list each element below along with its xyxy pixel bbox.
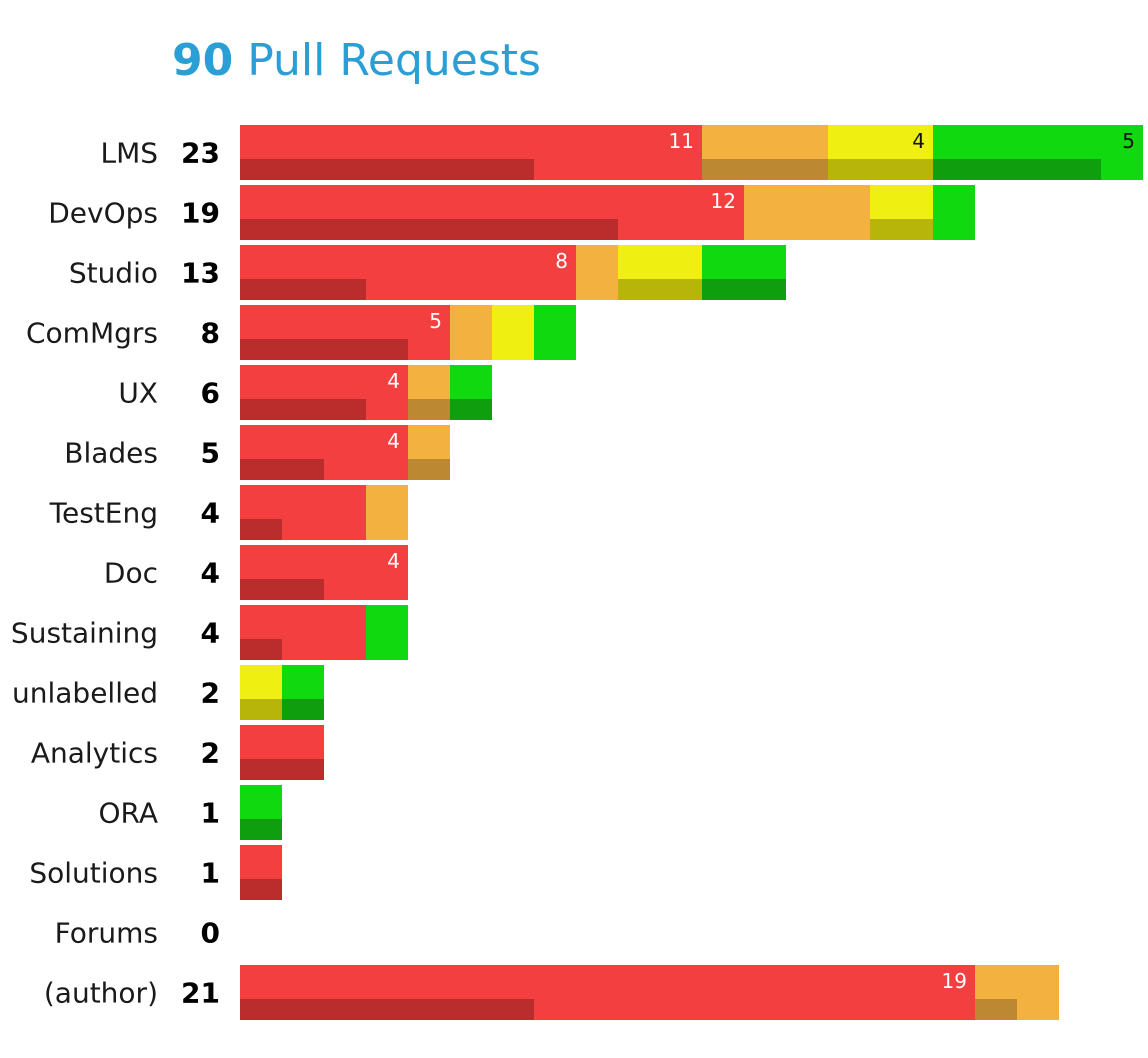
bar-inner-red xyxy=(240,519,282,540)
title-count: 90 xyxy=(172,35,234,86)
team-label: Analytics xyxy=(31,737,158,770)
chart-title: 90 Pull Requests xyxy=(172,30,541,92)
bar-row-author: (author) 21 19 xyxy=(44,965,1059,1020)
bar-inner-orange xyxy=(408,459,450,480)
total-label: 2 xyxy=(201,677,220,710)
bar-row-studio: Studio 13 8 xyxy=(69,245,786,300)
bar-row-sustaining: Sustaining 4 xyxy=(11,605,408,660)
bar-segment-green xyxy=(534,305,576,360)
bar-inner-green xyxy=(450,399,492,420)
bar-inner-red xyxy=(240,399,366,420)
bar-row-devops: DevOps 19 12 xyxy=(48,185,975,240)
team-label: unlabelled xyxy=(12,677,158,710)
team-label: DevOps xyxy=(48,197,158,230)
total-label: 2 xyxy=(201,737,220,770)
segment-value-label: 4 xyxy=(912,129,925,153)
segment-value-label: 5 xyxy=(1122,129,1135,153)
bar-inner-orange xyxy=(702,159,828,180)
bar-inner-red xyxy=(240,879,282,900)
total-label: 0 xyxy=(201,917,220,950)
bar-inner-green xyxy=(702,279,786,300)
team-label: LMS xyxy=(100,137,158,170)
segment-value-label: 4 xyxy=(387,549,400,573)
team-label: Studio xyxy=(69,257,158,290)
total-label: 19 xyxy=(181,197,220,230)
bar-segment-orange xyxy=(576,245,618,300)
total-label: 4 xyxy=(201,617,220,650)
bar-segment-orange xyxy=(744,185,870,240)
bar-row-solutions: Solutions 1 xyxy=(29,845,282,900)
bar-inner-green xyxy=(282,699,324,720)
bar-row-ora: ORA 1 xyxy=(98,785,282,840)
bar-segment-orange xyxy=(366,485,408,540)
segment-value-label: 5 xyxy=(429,309,442,333)
total-label: 13 xyxy=(181,257,220,290)
team-label: Sustaining xyxy=(11,617,158,650)
team-label: UX xyxy=(118,377,158,410)
total-label: 8 xyxy=(201,317,220,350)
bar-row-blades: Blades 5 4 xyxy=(64,425,450,480)
bar-inner-red xyxy=(240,219,618,240)
team-label: ORA xyxy=(98,797,158,830)
bar-inner-red xyxy=(240,339,408,360)
bar-inner-yellow xyxy=(828,159,933,180)
segment-value-label: 8 xyxy=(555,249,568,273)
total-label: 1 xyxy=(201,857,220,890)
bar-inner-red xyxy=(240,759,324,780)
total-label: 23 xyxy=(181,137,220,170)
title-text: Pull Requests xyxy=(247,35,541,86)
bar-segment-green xyxy=(366,605,408,660)
segment-value-label: 12 xyxy=(711,189,736,213)
bar-row-ux: UX 6 4 xyxy=(118,365,492,420)
total-label: 4 xyxy=(201,557,220,590)
team-label: TestEng xyxy=(49,497,158,530)
total-label: 6 xyxy=(201,377,220,410)
segment-value-label: 4 xyxy=(387,429,400,453)
bar-inner-green xyxy=(933,159,1101,180)
bar-row-lms: LMS 23 11 4 5 xyxy=(100,125,1143,180)
bar-inner-red xyxy=(240,459,324,480)
bar-inner-yellow xyxy=(240,699,282,720)
bar-inner-red xyxy=(240,159,534,180)
team-label: Solutions xyxy=(29,857,158,890)
bar-inner-yellow xyxy=(870,219,933,240)
bar-segment-yellow xyxy=(492,305,534,360)
segment-value-label: 11 xyxy=(669,129,694,153)
bar-inner-red xyxy=(240,279,366,300)
bar-inner-red xyxy=(240,579,324,600)
team-label: Forums xyxy=(55,917,158,950)
bar-row-analytics: Analytics 2 xyxy=(31,725,324,780)
segment-value-label: 19 xyxy=(942,969,967,993)
segment-value-label: 4 xyxy=(387,369,400,393)
bar-inner-yellow xyxy=(618,279,702,300)
team-label: Blades xyxy=(64,437,158,470)
bar-row-forums: Forums 0 xyxy=(55,917,220,950)
bar-inner-red xyxy=(240,639,282,660)
bar-inner-red xyxy=(240,999,534,1020)
total-label: 21 xyxy=(181,977,220,1010)
team-label: ComMgrs xyxy=(26,317,158,350)
bar-row-commgrs: ComMgrs 8 5 xyxy=(26,305,576,360)
total-label: 1 xyxy=(201,797,220,830)
bar-row-testeng: TestEng 4 xyxy=(49,485,408,540)
bar-segment-orange xyxy=(450,305,492,360)
bar-row-doc: Doc 4 4 xyxy=(104,545,408,600)
team-label: Doc xyxy=(104,557,158,590)
bar-inner-orange xyxy=(408,399,450,420)
total-label: 4 xyxy=(201,497,220,530)
bar-row-unlabelled: unlabelled 2 xyxy=(12,665,324,720)
bar-segment-green xyxy=(933,185,975,240)
bar-inner-orange xyxy=(975,999,1017,1020)
team-label: (author) xyxy=(44,977,158,1010)
bar-inner-green xyxy=(240,819,282,840)
total-label: 5 xyxy=(201,437,220,470)
